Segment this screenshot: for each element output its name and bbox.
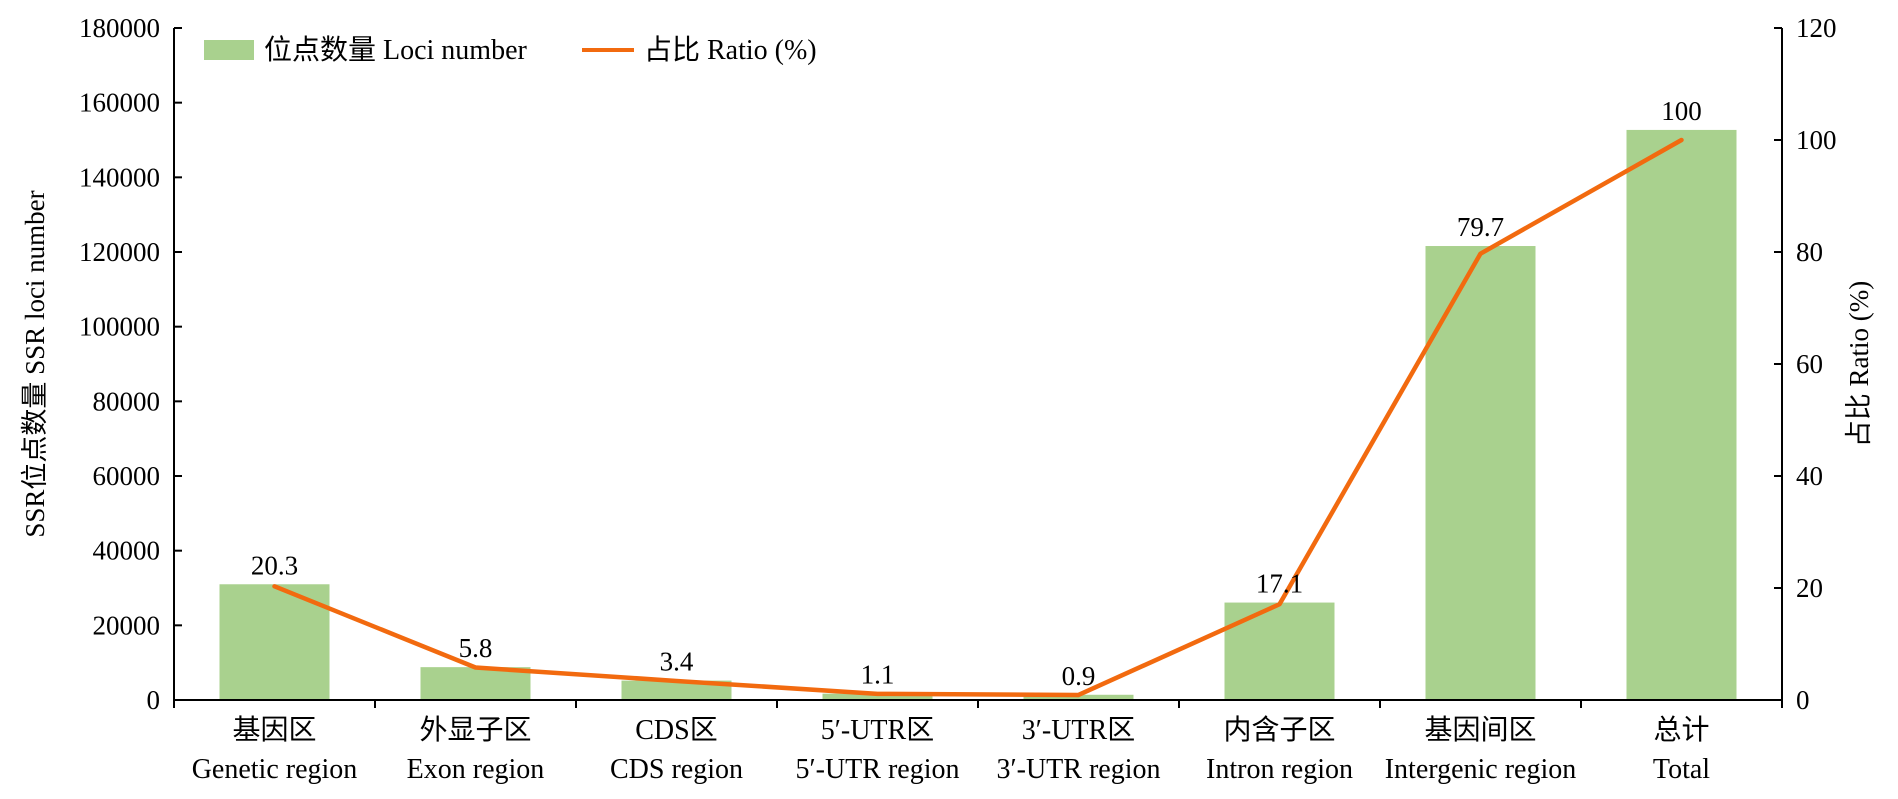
ratio-line-layer — [272, 137, 1684, 698]
bar-2 — [621, 680, 732, 700]
y-left-tick-label-9: 180000 — [79, 13, 160, 43]
x-tick-label-en-2: CDS region — [610, 754, 743, 785]
data-label-0: 20.3 — [251, 550, 298, 580]
y-left-tick-label-8: 160000 — [79, 88, 160, 118]
y-right-tick-label-3: 60 — [1796, 349, 1823, 379]
data-label-1: 5.8 — [459, 633, 493, 663]
y-left-tick-label-3: 60000 — [93, 461, 161, 491]
legend-label-bar: 位点数量 Loci number — [264, 34, 528, 66]
y-left-axis-title: SSR位点数量 SSR loci number — [20, 190, 50, 537]
y-right-tick-label-2: 40 — [1796, 461, 1823, 491]
data-label-2: 3.4 — [660, 647, 694, 677]
y-left-tick-label-0: 0 — [147, 685, 161, 715]
x-tick-label-zh-7: 总计 — [1653, 714, 1709, 746]
legend-label-line: 占比 Ratio (%) — [644, 34, 817, 66]
y-right-axis-title: 占比 Ratio (%) — [1844, 281, 1874, 447]
x-tick-label-en-7: Total — [1653, 754, 1710, 785]
x-tick-label-zh-2: CDS区 — [635, 715, 717, 746]
x-tick-label-zh-1: 外显子区 — [419, 714, 531, 746]
bar-7 — [1626, 129, 1737, 701]
y-right-tick-label-6: 120 — [1796, 13, 1837, 43]
y-right-tick-label-4: 80 — [1796, 237, 1823, 267]
x-tick-label-en-4: 3′-UTR region — [997, 754, 1161, 785]
data-label-7: 100 — [1661, 96, 1702, 126]
data-label-6: 79.7 — [1457, 212, 1504, 242]
x-tick-label-zh-0: 基因区 — [232, 714, 316, 746]
x-tick-label-zh-3: 5′-UTR区 — [821, 715, 934, 746]
x-tick-label-en-6: Intergenic region — [1385, 754, 1577, 785]
ratio-line — [272, 137, 1684, 698]
y-right-tick-label-1: 20 — [1796, 573, 1823, 603]
x-tick-label-zh-5: 内含子区 — [1223, 714, 1335, 746]
bar-3 — [822, 693, 933, 700]
bar-1 — [420, 667, 531, 700]
bars-layer — [219, 129, 1737, 701]
x-tick-label-en-3: 5′-UTR region — [796, 754, 960, 785]
bar-5 — [1224, 602, 1335, 700]
y-left-tick-label-7: 140000 — [79, 162, 160, 192]
axes-layer: 0 20000 40000 60000 80000 100000 120000 140000 1… — [20, 13, 1874, 785]
bar-6 — [1425, 246, 1536, 700]
y-right-tick-label-5: 100 — [1796, 125, 1837, 155]
data-label-3: 1.1 — [861, 660, 895, 690]
legend: 位点数量 Loci number 占比 Ratio (%) — [204, 34, 817, 66]
y-left-tick-label-4: 80000 — [93, 386, 161, 416]
x-tick-label-zh-4: 3′-UTR区 — [1022, 715, 1135, 746]
bar-4 — [1023, 694, 1134, 700]
y-right-tick-label-0: 0 — [1796, 685, 1810, 715]
data-label-5: 17.1 — [1256, 569, 1303, 599]
y-left-tick-label-5: 100000 — [79, 312, 160, 342]
x-tick-label-en-1: Exon region — [407, 754, 545, 785]
y-left-tick-label-2: 40000 — [93, 536, 161, 566]
data-label-4: 0.9 — [1062, 661, 1096, 691]
y-left-tick-label-6: 120000 — [79, 237, 160, 267]
y-left-tick-label-1: 20000 — [93, 610, 161, 640]
x-tick-label-en-5: Intron region — [1206, 754, 1353, 785]
x-tick-label-zh-6: 基因间区 — [1424, 714, 1536, 746]
x-tick-label-en-0: Genetic region — [192, 754, 358, 785]
data-labels-layer: 20.3 5.8 3.4 1.1 0.9 17.1 79.7 100 — [251, 96, 1702, 691]
legend-swatch-bar — [204, 40, 254, 60]
